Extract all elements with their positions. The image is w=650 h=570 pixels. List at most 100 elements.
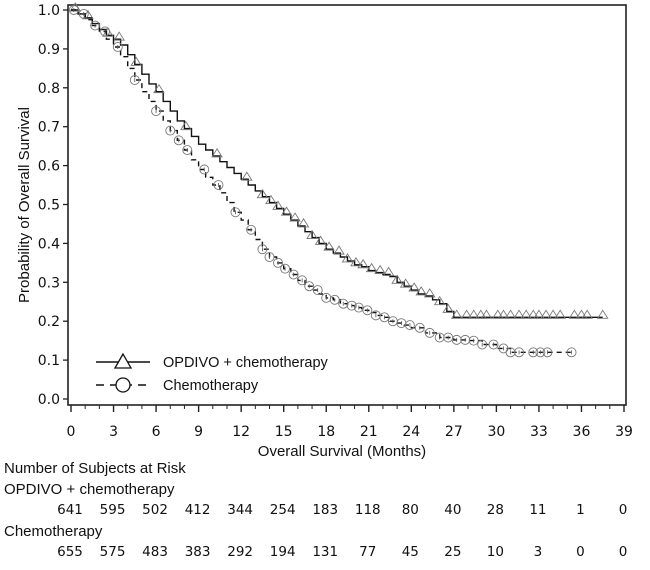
at-risk-group-label-chemotherapy: Chemotherapy [4,523,103,540]
x-tick-label: 30 [487,424,505,440]
x-tick-label: 9 [194,424,203,440]
censor-triangle-marker [350,256,362,267]
censor-triangle-marker [314,235,327,245]
censor-triangle-marker [547,309,559,319]
at-risk-row-chemotherapy: 655 575 483 383 292 194 131 77 45 25 10 3 0 0 [0,544,650,564]
legend: OPDIVO + chemotherapy Chemotherapy [96,352,329,394]
censor-circle-marker [477,339,488,350]
censor-circle-marker [460,334,471,345]
censor-triangle-marker [497,309,510,319]
censor-circle-marker [199,164,210,175]
censor-triangle-marker [280,206,293,216]
circle-marker-icon [115,377,131,393]
series-chemotherapy [68,5,577,358]
censor-triangle-marker [374,264,386,275]
x-axis-title: Overall Survival (Months) [258,443,426,460]
censor-triangle-marker [408,282,420,292]
at-risk-count: 183 [312,502,339,518]
at-risk-count: 655 [57,544,83,560]
censor-triangle-marker [504,309,517,319]
censor-circle-marker [451,334,462,345]
censor-triangle-marker [554,309,567,319]
censor-triangle-marker [491,309,504,319]
censor-triangle-marker [533,309,545,319]
at-risk-group-label-opdivo: OPDIVO + chemotherapy [4,481,175,498]
at-risk-count: 11 [529,502,547,518]
x-tick-label: 0 [67,424,76,440]
at-risk-count: 131 [312,544,339,560]
censor-circle-marker [414,322,425,333]
censor-triangle-marker [596,309,609,319]
censor-circle-marker [505,347,516,358]
censor-triangle-marker [256,188,269,199]
censor-circle-marker [246,224,257,235]
censor-circle-marker [151,106,162,117]
at-risk-count: 0 [618,502,628,518]
at-risk-count: 1 [576,502,585,518]
censor-circle-marker [312,285,323,296]
at-risk-count: 194 [269,544,296,560]
series-opdivo-chemotherapy [69,2,609,319]
y-tick-label: 0.5 [38,198,60,214]
y-tick-label: 0.4 [38,236,60,252]
at-risk-count: 10 [486,544,504,560]
at-risk-count: 0 [618,544,628,560]
censor-triangle-marker [513,309,525,319]
at-risk-count: 0 [576,544,585,560]
censor-circle-marker [78,8,89,19]
x-tick-label: 36 [573,424,591,440]
x-tick-label: 39 [615,424,633,440]
censor-triangle-marker [568,309,581,319]
censor-triangle-marker [180,120,192,131]
km-curve [71,9,572,353]
legend-label-chemotherapy: Chemotherapy [163,378,259,394]
censor-triangle-marker [581,309,593,319]
plot-frame [67,4,627,406]
censor-circle-marker [100,26,110,37]
censor-triangle-marker [423,288,436,298]
censor-circle-marker [304,281,315,292]
censor-triangle-marker [480,309,493,319]
censor-circle-marker [535,347,546,358]
x-tick-label: 21 [360,424,378,440]
censor-circle-marker [257,244,268,255]
censor-triangle-marker [333,245,345,255]
censor-triangle-marker [399,278,412,288]
at-risk-count: 502 [142,502,168,518]
censor-triangle-marker [442,303,454,313]
x-tick-label: 33 [530,424,548,440]
censor-circle-marker [213,180,224,191]
at-risk-count: 77 [359,544,377,560]
censor-circle-marker [129,75,140,85]
censor-circle-marker [182,145,193,155]
x-tick-label: 24 [402,424,420,440]
at-risk-count: 595 [99,502,126,518]
censor-circle-marker [528,347,539,358]
censor-triangle-marker [241,171,253,181]
censor-triangle-marker [289,212,301,222]
at-risk-count: 25 [444,544,462,560]
km-chart: 0.00.10.20.30.40.50.60.70.80.91.0 0 3 6 9 12… [16,2,633,460]
censor-circle-marker [434,332,445,343]
x-tick-label: 3 [109,424,118,440]
y-tick-label: 0.9 [38,42,60,58]
censor-triangle-marker [113,31,126,41]
censor-circle-marker [273,257,283,268]
y-tick-label: 0.7 [38,120,60,136]
censor-triangle-marker [272,200,284,210]
censor-triangle-marker [341,253,354,263]
at-risk-count: 575 [99,544,126,560]
censor-triangle-marker [474,309,487,319]
censor-circle-marker [329,294,340,305]
y-axis-title: Probability of Overall Survival [16,107,33,303]
censor-triangle-marker [153,83,165,94]
censor-triangle-marker [527,309,540,319]
censor-triangle-marker [323,241,335,251]
x-tick-label: 18 [317,424,335,440]
at-risk-count: 641 [57,502,83,518]
censor-circle-marker [542,347,553,358]
censor-circle-marker [280,263,291,274]
censor-triangle-marker [433,295,446,306]
censor-circle-marker [230,207,241,218]
censor-circle-marker [264,252,275,262]
